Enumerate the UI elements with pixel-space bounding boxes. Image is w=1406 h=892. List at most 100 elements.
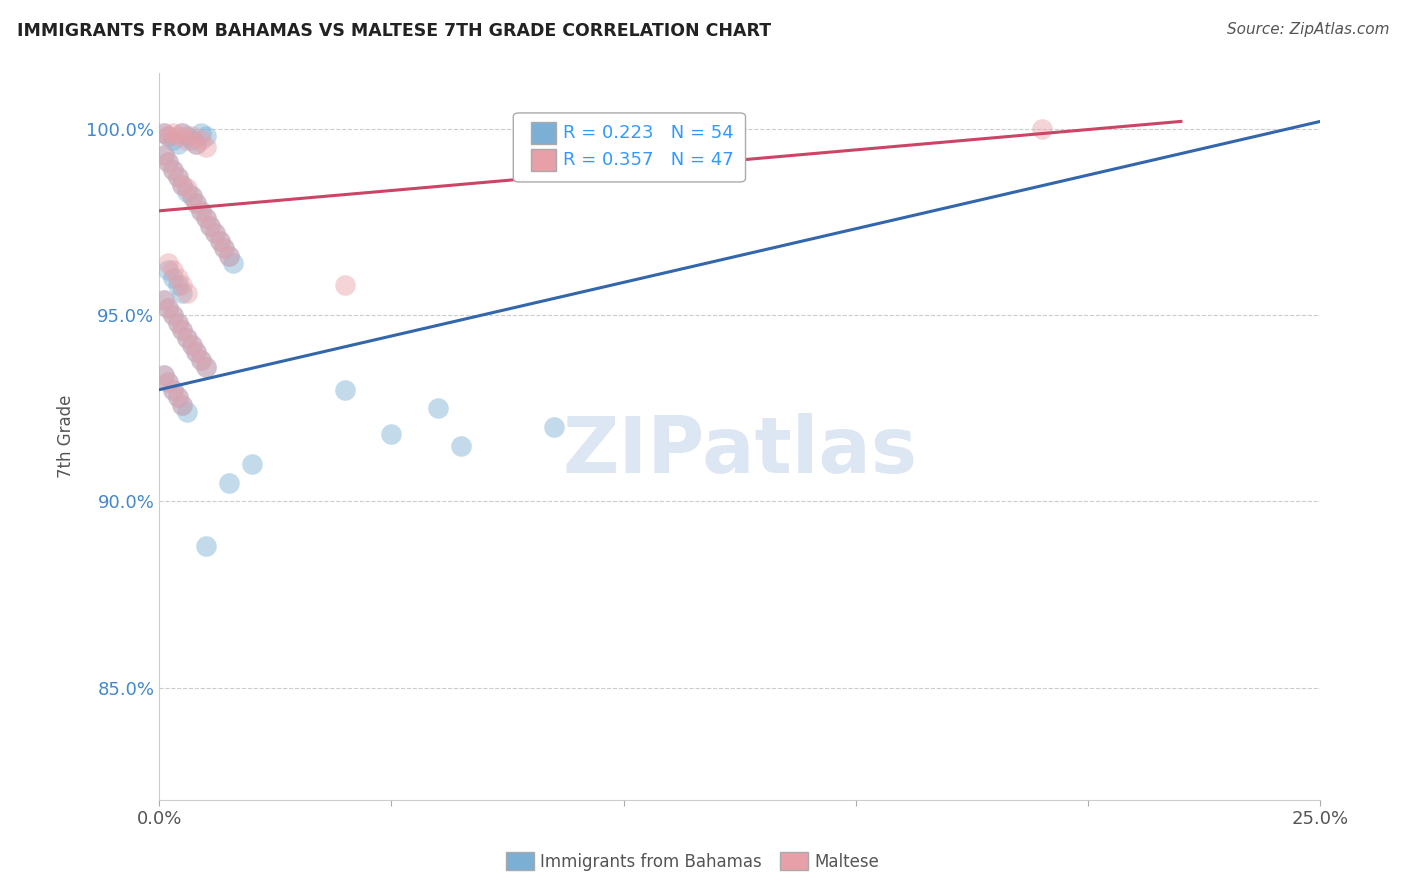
Point [176,405,198,419]
Text: Maltese: Maltese [814,853,879,871]
Point [186,345,208,359]
Point [152,126,174,140]
Point [194,360,217,375]
Point [157,301,180,315]
Point [162,383,184,397]
Point [162,133,184,147]
Point [157,129,180,144]
Point [162,308,184,322]
Point [157,155,180,169]
Point [162,162,184,177]
Point [172,278,194,293]
Point [1031,121,1053,136]
Point [190,352,212,367]
Point [172,126,194,140]
Point [212,241,235,255]
Point [186,136,208,151]
Point [172,285,194,300]
Point [166,316,188,330]
Point [152,126,174,140]
Point [240,457,263,471]
Point [166,170,188,185]
Point [172,398,194,412]
Point [222,256,245,270]
Point [176,330,198,344]
Point [162,308,184,322]
Point [180,189,202,203]
Point [152,293,174,308]
Point [200,219,222,233]
Point [176,181,198,195]
Point [162,383,184,397]
Point [194,129,217,144]
Point [176,129,198,144]
Point [176,185,198,199]
Point [190,203,212,218]
Point [380,427,402,442]
Point [180,133,202,147]
Point [218,248,240,262]
Point [152,148,174,162]
Point [218,248,240,262]
Point [190,133,212,147]
Point [166,390,188,404]
Point [172,178,194,192]
Point [180,338,202,352]
Point [157,256,180,270]
Point [166,271,188,285]
Point [194,211,217,226]
Point [166,136,188,151]
Point [176,133,198,147]
FancyBboxPatch shape [530,122,557,145]
Point [450,439,472,453]
Point [166,129,188,144]
Point [204,226,226,240]
Point [152,148,174,162]
Point [333,383,356,397]
Point [157,376,180,390]
Point [166,170,188,185]
Point [180,338,202,352]
Point [172,323,194,337]
Point [152,368,174,382]
Point [172,398,194,412]
Text: R = 0.357   N = 47: R = 0.357 N = 47 [564,151,734,169]
Point [162,162,184,177]
Point [200,219,222,233]
Point [152,368,174,382]
Point [176,285,198,300]
Point [218,475,240,490]
Point [186,196,208,211]
Point [157,155,180,169]
Point [152,293,174,308]
Point [172,323,194,337]
Point [172,126,194,140]
Point [208,234,231,248]
Point [162,126,184,140]
Point [180,189,202,203]
Point [157,129,180,144]
Y-axis label: 7th Grade: 7th Grade [58,394,75,478]
Point [166,278,188,293]
Point [190,126,212,140]
Point [162,263,184,277]
Text: IMMIGRANTS FROM BAHAMAS VS MALTESE 7TH GRADE CORRELATION CHART: IMMIGRANTS FROM BAHAMAS VS MALTESE 7TH G… [17,22,770,40]
FancyBboxPatch shape [513,113,745,182]
Point [186,196,208,211]
Point [426,401,449,416]
Text: ZIPatlas: ZIPatlas [562,413,917,489]
Text: Source: ZipAtlas.com: Source: ZipAtlas.com [1226,22,1389,37]
Point [194,140,217,154]
Point [157,301,180,315]
Point [194,539,217,553]
Point [186,136,208,151]
Point [186,345,208,359]
Point [194,211,217,226]
Point [543,420,565,434]
Text: R = 0.223   N = 54: R = 0.223 N = 54 [564,124,734,142]
Point [194,360,217,375]
Point [157,263,180,277]
Point [190,203,212,218]
Point [333,278,356,293]
Point [208,234,231,248]
